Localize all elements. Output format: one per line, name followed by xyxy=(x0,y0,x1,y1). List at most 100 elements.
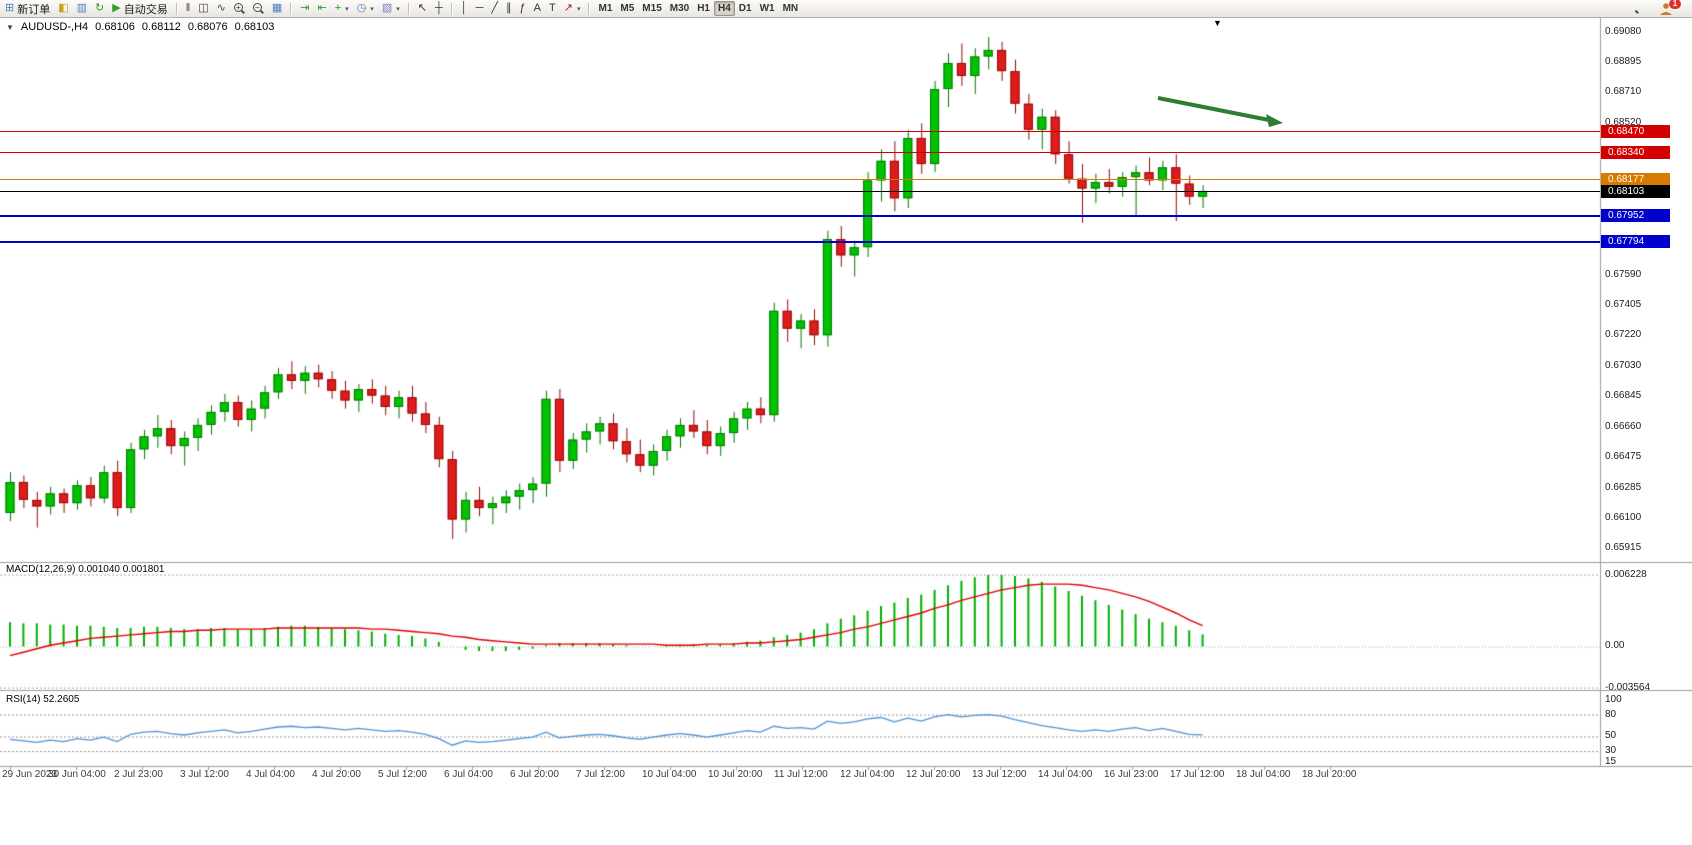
vertical-line-button[interactable]: │ xyxy=(457,1,472,16)
text-icon: A xyxy=(533,2,542,14)
cursor-button[interactable]: ↖ xyxy=(414,1,431,16)
chart-shift-icon: ⇤ xyxy=(317,2,327,14)
resistance-line-1[interactable] xyxy=(0,130,1600,133)
chart-header: ▼ AUDUSD-,H4 0.68106 0.68112 0.68076 0.6… xyxy=(6,21,274,33)
rsi-axis-label: 80 xyxy=(1605,708,1617,720)
crosshair-button[interactable]: ┼ xyxy=(431,1,447,16)
one-click-trading-toggle[interactable]: ▼ xyxy=(6,22,14,32)
price-level-badge: 0.68470 xyxy=(1601,124,1670,138)
autotrading-icon: ▶ xyxy=(112,2,121,14)
auto-scroll-button[interactable]: ⇥ xyxy=(296,1,313,16)
new-chart-button[interactable]: ◧ xyxy=(54,1,72,16)
price-level-badge: 0.67952 xyxy=(1601,209,1670,223)
zoom-out-button[interactable]: − xyxy=(249,1,268,16)
timeframe-D1[interactable]: D1 xyxy=(735,1,756,16)
fibonacci-button[interactable]: ƒ xyxy=(516,1,530,16)
time-axis-label: 6 Jul 04:00 xyxy=(444,769,493,780)
timeframe-MN[interactable]: MN xyxy=(779,1,803,16)
rsi-axis-label: 30 xyxy=(1605,745,1617,757)
vertical-line-icon: │ xyxy=(460,2,468,14)
new-order-button[interactable]: ⊞ 新订单 xyxy=(1,1,54,16)
time-axis-label: 5 Jul 12:00 xyxy=(378,769,427,780)
time-axis-label: 30 Jun 04:00 xyxy=(48,769,106,780)
price-axis-label: 0.67590 xyxy=(1605,268,1642,280)
price-axis-label: 0.65915 xyxy=(1605,542,1642,553)
toolbar-group: │ ─ ╱ ∥ ƒ A T ↗ ▾ xyxy=(456,0,586,17)
line-chart-button[interactable]: ∿ xyxy=(213,1,230,16)
indicators-button[interactable]: + ▾ xyxy=(331,1,353,16)
timeframe-M5[interactable]: M5 xyxy=(616,1,638,16)
chevron-down-icon: ▾ xyxy=(345,5,349,13)
templates-button[interactable]: ▧ ▾ xyxy=(378,1,404,16)
profiles-icon: ▥ xyxy=(76,2,88,14)
arrows-icon: ↗ xyxy=(563,2,573,14)
price-axis-label: 0.66845 xyxy=(1605,390,1642,402)
timeframe-W1[interactable]: W1 xyxy=(756,1,779,16)
text-label-icon: T xyxy=(549,2,556,14)
timeframe-M15[interactable]: M15 xyxy=(638,1,665,16)
templates-icon: ▧ xyxy=(381,2,393,14)
macd-indicator-label: MACD(12,26,9) 0.001040 0.001801 xyxy=(6,564,165,575)
profiles-button[interactable]: ▥ xyxy=(73,1,91,16)
chart-shift-marker[interactable]: ▼ xyxy=(1213,18,1222,28)
price-axis-label: 0.66285 xyxy=(1605,481,1642,493)
horizontal-line-button[interactable]: ─ xyxy=(472,1,488,16)
time-axis-label: 6 Jul 20:00 xyxy=(510,769,559,780)
search-button[interactable] xyxy=(1624,1,1643,16)
search-icon xyxy=(1628,3,1639,14)
candlestick-chart-button[interactable]: ◫ xyxy=(194,1,212,16)
price-axis-label: 0.67030 xyxy=(1605,360,1642,372)
support-line-2[interactable] xyxy=(0,240,1600,243)
account-button[interactable]: 1 xyxy=(1655,0,1681,16)
zoom-out-icon: − xyxy=(252,3,264,14)
bar-chart-icon: ‖ xyxy=(185,2,191,14)
rsi-axis-label: 15 xyxy=(1605,756,1617,767)
resistance-line-2[interactable] xyxy=(0,151,1600,154)
time-axis-label: 12 Jul 20:00 xyxy=(906,769,961,780)
timeframe-H1[interactable]: H1 xyxy=(693,1,714,16)
text-button[interactable]: A xyxy=(530,1,545,16)
candlestick-chart-icon: ◫ xyxy=(198,2,209,14)
equidistant-channel-button[interactable]: ∥ xyxy=(502,1,516,16)
bar-chart-button[interactable]: ‖ xyxy=(182,1,195,16)
periods-icon: ◷ xyxy=(356,2,367,14)
toolbar: ⊞ 新订单 ◧ ▥ ↻ ▶ 自动交易 ‖ ◫ ∿ + − ▦ ⇥ ⇤ + ▾ ◷ ▾ ▧ ▾ ↖ ┼ │ ─ ╱ ∥ ƒ A T ↗ ▾ M1 M… xyxy=(0,0,1692,18)
zoom-in-button[interactable]: + xyxy=(230,1,249,16)
time-axis-label: 4 Jul 20:00 xyxy=(312,769,361,780)
trend-arrow-object[interactable] xyxy=(1150,88,1300,136)
support-line-1[interactable] xyxy=(0,214,1600,217)
timeframe-M30[interactable]: M30 xyxy=(666,1,693,16)
timeframe-H4[interactable]: H4 xyxy=(714,1,735,16)
tile-windows-button[interactable]: ▦ xyxy=(268,1,286,16)
toolbar-group: ↖ ┼ xyxy=(413,0,448,17)
zoom-in-icon: + xyxy=(233,3,245,14)
new-chart-icon: ◧ xyxy=(58,2,69,14)
price-axis-label: 0.66100 xyxy=(1605,511,1642,523)
time-axis-label: 18 Jul 20:00 xyxy=(1302,769,1357,780)
pivot-line[interactable] xyxy=(0,178,1600,180)
price-level-badge: 0.68177 xyxy=(1601,172,1670,186)
timeframe-M1[interactable]: M1 xyxy=(594,1,616,16)
current-price-badge: 0.68103 xyxy=(1601,184,1670,198)
trendline-button[interactable]: ╱ xyxy=(487,1,502,16)
price-axis-label: 0.68895 xyxy=(1605,56,1642,68)
arrows-button[interactable]: ↗ ▾ xyxy=(560,1,585,16)
text-label-button[interactable]: T xyxy=(545,1,560,16)
refresh-button[interactable]: ↻ xyxy=(91,1,108,16)
fibonacci-icon: ƒ xyxy=(519,2,526,14)
periods-button[interactable]: ◷ ▾ xyxy=(353,1,378,16)
chart-shift-button[interactable]: ⇤ xyxy=(314,1,331,16)
price-axis-label: 0.67405 xyxy=(1605,299,1642,311)
new-order-icon: ⊞ xyxy=(5,2,15,14)
equidistant-channel-icon: ∥ xyxy=(506,2,512,14)
time-axis-label: 13 Jul 12:00 xyxy=(972,769,1027,780)
autotrading-button[interactable]: ▶ 自动交易 xyxy=(108,1,171,16)
price-axis-label: 0.69080 xyxy=(1605,26,1642,37)
price-axis-label: 0.67220 xyxy=(1605,329,1642,341)
tile-windows-icon: ▦ xyxy=(271,2,283,14)
time-axis-label: 18 Jul 04:00 xyxy=(1236,769,1291,780)
toolbar-separator xyxy=(407,2,410,15)
time-axis-label: 29 Jun 2023 xyxy=(2,769,58,780)
